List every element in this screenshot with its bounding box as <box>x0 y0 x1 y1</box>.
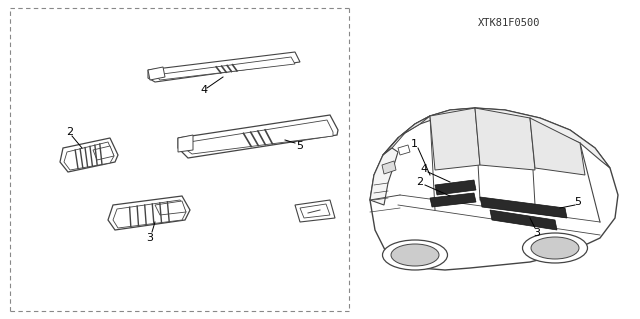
Polygon shape <box>383 116 430 155</box>
Text: 5: 5 <box>575 197 582 207</box>
Polygon shape <box>183 120 333 154</box>
Polygon shape <box>370 108 618 270</box>
Polygon shape <box>382 161 396 174</box>
Polygon shape <box>430 193 476 207</box>
Text: 5: 5 <box>296 141 303 151</box>
Ellipse shape <box>522 233 588 263</box>
Polygon shape <box>480 197 567 218</box>
Polygon shape <box>155 57 295 80</box>
Polygon shape <box>64 142 114 170</box>
Polygon shape <box>398 145 410 155</box>
Text: 4: 4 <box>420 164 428 174</box>
Polygon shape <box>490 210 557 230</box>
Text: XTK81F0500: XTK81F0500 <box>477 18 540 28</box>
Polygon shape <box>435 180 476 195</box>
Polygon shape <box>93 146 114 160</box>
Ellipse shape <box>531 237 579 259</box>
Polygon shape <box>475 108 535 170</box>
Polygon shape <box>60 138 118 172</box>
Polygon shape <box>178 135 193 152</box>
Text: 3: 3 <box>534 228 541 238</box>
Text: 1: 1 <box>410 139 417 149</box>
Text: 2: 2 <box>417 177 424 187</box>
Text: 4: 4 <box>200 85 207 95</box>
Polygon shape <box>148 52 300 82</box>
Polygon shape <box>148 67 165 80</box>
Polygon shape <box>530 118 585 175</box>
Polygon shape <box>398 108 610 168</box>
Polygon shape <box>178 115 338 158</box>
Polygon shape <box>370 148 398 205</box>
Text: 3: 3 <box>147 233 154 243</box>
Polygon shape <box>430 108 480 170</box>
Polygon shape <box>113 200 186 228</box>
Polygon shape <box>155 201 186 215</box>
Ellipse shape <box>391 244 439 266</box>
Ellipse shape <box>383 240 447 270</box>
Polygon shape <box>108 196 190 230</box>
Polygon shape <box>295 200 335 222</box>
Text: 2: 2 <box>67 127 74 137</box>
Polygon shape <box>300 204 330 218</box>
